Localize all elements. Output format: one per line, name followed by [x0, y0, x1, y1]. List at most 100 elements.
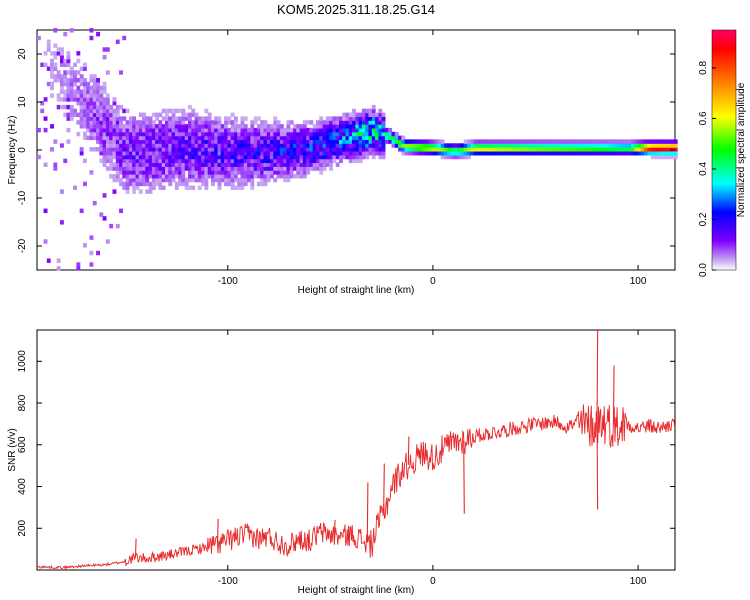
- spectrogram-cell: [256, 151, 261, 156]
- spectrogram-cell: [109, 139, 114, 144]
- spectrogram-cell: [243, 147, 248, 152]
- y-tick-label: 0: [17, 147, 28, 153]
- spectrogram-cell: [60, 78, 64, 83]
- spectrogram-cell: [217, 147, 222, 152]
- spectrogram-cell: [358, 147, 363, 152]
- spectrogram-cell: [368, 139, 373, 144]
- spectrogram-cell: [260, 174, 265, 179]
- spectrogram-cell: [361, 112, 366, 118]
- spectrogram-cell: [168, 131, 173, 137]
- spectrogram-cell: [407, 147, 412, 152]
- spectrogram-cell: [358, 116, 363, 121]
- spectrogram-cell: [417, 147, 422, 152]
- spectrogram-cell: [486, 139, 491, 144]
- spectrogram-cell: [591, 143, 596, 148]
- spectrogram-cell: [276, 170, 281, 175]
- spectrogram-cell: [535, 151, 540, 156]
- spectrogram-cell: [411, 151, 416, 156]
- spectrogram-cell: [237, 181, 242, 187]
- spectrogram-cell: [171, 151, 176, 156]
- spectrogram-cell: [302, 158, 307, 164]
- spectrogram-cell: [168, 177, 173, 183]
- spectrogram-cell: [102, 120, 107, 125]
- spectrogram-cell: [122, 154, 127, 160]
- spectrogram-cell: [270, 154, 274, 160]
- spectrogram-cell: [283, 127, 288, 133]
- spectrogram-cell: [158, 143, 163, 148]
- colorbar-tick-label: 0.4: [698, 162, 709, 176]
- spectrogram-cell: [247, 127, 251, 133]
- spectrogram-cell: [197, 139, 202, 144]
- spectrogram-cell: [145, 158, 150, 164]
- spectrogram-cell: [76, 120, 81, 125]
- snr-x-ticks: -100 0 100: [218, 330, 647, 587]
- spectrogram-cell: [165, 170, 169, 175]
- spectrogram-cell: [151, 158, 156, 164]
- spectrogram-cell: [319, 162, 324, 167]
- spectrogram-cell: [325, 151, 330, 156]
- spectrogram-cell: [105, 158, 110, 164]
- spectrogram-cell: [650, 154, 655, 160]
- spectrogram-cell: [233, 147, 238, 152]
- snr-spike: [134, 538, 137, 558]
- spectrogram-cell: [667, 147, 672, 152]
- spectrogram-cell: [270, 139, 274, 144]
- spectrogram-cell: [654, 154, 658, 160]
- spectrogram-cell: [663, 143, 668, 148]
- spectrogram-cell: [614, 147, 619, 152]
- spectrogram-cell: [56, 104, 61, 110]
- spectrogram-cell: [273, 177, 278, 183]
- spectrogram-cell: [135, 158, 140, 164]
- spectrogram-cell: [53, 74, 58, 79]
- spectrogram-cell: [467, 154, 471, 160]
- spectrogram-cell: [148, 139, 153, 144]
- spectrogram-cell: [240, 147, 245, 152]
- spectrogram-cell: [470, 139, 475, 144]
- spectrogram-cell: [56, 258, 61, 263]
- spectrogram-cell: [105, 97, 110, 102]
- spectrogram-cell: [253, 166, 258, 171]
- spectrogram-cell: [293, 158, 297, 164]
- spectrogram-cell: [194, 116, 199, 121]
- spectrogram-cell: [79, 124, 84, 129]
- spectrogram-cell: [467, 151, 471, 156]
- spectrogram-cell: [299, 127, 304, 133]
- spectrogram-cell: [640, 139, 645, 144]
- spectrogram-cell: [43, 162, 48, 167]
- spectrogram-cell: [375, 143, 379, 148]
- spectrogram-cell: [73, 112, 77, 118]
- spectrogram-cell: [361, 124, 366, 129]
- spectrogram-cell: [128, 162, 133, 167]
- spectrogram-cell: [614, 143, 619, 148]
- spectrogram-cell: [361, 127, 366, 133]
- spectrogram-cell: [102, 101, 107, 106]
- colorbar-tick-label: 0.2: [698, 212, 709, 226]
- spectrogram-cell: [96, 108, 100, 114]
- spectrogram-cell: [151, 170, 156, 175]
- spectrogram-cell: [89, 235, 94, 240]
- spectrogram-cell: [69, 78, 74, 83]
- spectrogram-cell: [401, 143, 406, 148]
- spectrogram-cell: [332, 158, 337, 164]
- spectrogram-cell: [96, 131, 100, 137]
- spectrogram-cell: [50, 85, 54, 91]
- spectrogram-cell: [253, 131, 258, 137]
- spectrogram-cell: [670, 139, 675, 144]
- spectrogram-cell: [378, 124, 383, 129]
- spectrogram-cell: [562, 151, 567, 156]
- spectrogram-cell: [657, 143, 662, 148]
- spectrogram-cell: [105, 124, 110, 129]
- spectrogram-cell: [411, 143, 416, 148]
- spectrogram-cell: [66, 93, 71, 98]
- spectrogram-cell: [230, 124, 235, 129]
- spectrogram-cell: [191, 158, 196, 164]
- spectrogram-cell: [138, 170, 143, 175]
- spectrogram-cell: [293, 143, 297, 148]
- spectrogram-cell: [339, 124, 343, 129]
- spectrogram-cell: [266, 177, 271, 183]
- spectrogram-cell: [158, 112, 163, 118]
- spectrogram-cell: [138, 147, 143, 152]
- spectrogram-cell: [506, 151, 511, 156]
- spectrogram-cell: [211, 158, 215, 164]
- spectrogram-cell: [279, 135, 284, 141]
